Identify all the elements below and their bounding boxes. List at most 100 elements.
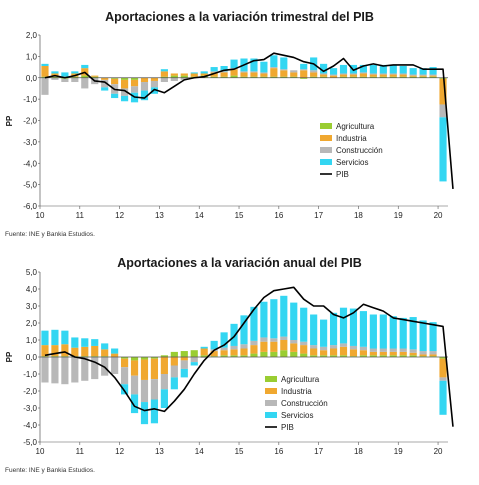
bar-agricultura [210, 76, 218, 78]
bar-industria [41, 345, 49, 357]
bar-construcción [220, 71, 228, 73]
bar-construcción [329, 74, 338, 76]
bar-industria [230, 69, 238, 76]
bar-servicios [61, 330, 69, 345]
legend-swatch-construcción [265, 400, 277, 406]
bar-servicios [101, 343, 109, 350]
bar-industria [190, 73, 198, 77]
bar-agricultura [429, 76, 437, 78]
bar-industria [379, 74, 387, 77]
bar-servicios [389, 64, 397, 74]
bar-construcción [270, 67, 278, 69]
bar-construcción [91, 357, 99, 380]
bar-industria [439, 78, 447, 105]
bar-servicios [329, 68, 338, 75]
bar-industria [200, 348, 208, 356]
bar-agricultura [91, 356, 99, 357]
bar-servicios [349, 308, 358, 346]
legend-swatch-industria [320, 135, 332, 141]
bar-servicios [51, 71, 59, 74]
bar-industria [429, 354, 437, 357]
bar-industria [419, 75, 427, 77]
bar-construcción [250, 340, 258, 346]
bar-servicios [399, 65, 407, 74]
bar-construcción [51, 77, 59, 80]
y-tick-label: -5,0 [23, 181, 37, 190]
bar-industria [101, 77, 109, 80]
bar-servicios [170, 377, 178, 390]
bar-industria [320, 350, 328, 356]
legend-label: Construcción [281, 399, 328, 408]
bar-servicios [121, 95, 129, 102]
bar-servicios [379, 314, 387, 349]
bar-agricultura [220, 355, 228, 357]
bar-servicios [310, 314, 318, 346]
bar-agricultura [399, 76, 407, 78]
bar-construcción [409, 74, 417, 76]
bar-servicios [419, 320, 427, 352]
x-tick-label: 14 [195, 447, 204, 456]
bar-agricultura [230, 355, 238, 357]
bar-servicios [419, 68, 427, 75]
bar-agricultura [81, 75, 89, 78]
bar-construcción [51, 357, 59, 384]
bar-agricultura [200, 355, 208, 357]
legend-swatch-servicios [320, 159, 332, 165]
bar-agricultura [180, 351, 188, 357]
bar-servicios [140, 402, 149, 425]
bar-agricultura [170, 351, 178, 357]
y-tick-label: 1,0 [26, 336, 38, 345]
bar-construcción [320, 73, 328, 75]
bar-industria [240, 348, 248, 356]
chart-title: Aportaciones a la variación anual del PI… [117, 256, 362, 270]
bar-servicios [290, 302, 298, 340]
bar-industria [130, 360, 139, 376]
bar-agricultura [320, 355, 328, 357]
bar-construcción [349, 345, 358, 350]
bar-servicios [260, 61, 268, 73]
bar-industria [111, 78, 119, 85]
bar-servicios [71, 71, 79, 74]
bar-agricultura [260, 76, 268, 78]
bar-industria [379, 351, 387, 356]
bar-servicios [81, 64, 89, 69]
bar-industria [250, 72, 258, 77]
bar-servicios [250, 306, 258, 341]
bar-construcción [349, 73, 358, 75]
bar-servicios [111, 93, 119, 99]
bar-construcción [180, 77, 188, 80]
bar-servicios [220, 65, 228, 72]
y-tick-label: 3,0 [26, 302, 38, 311]
bar-agricultura [121, 77, 129, 80]
bar-agricultura [71, 76, 79, 78]
y-axis-label: PP [5, 115, 14, 126]
bar-agricultura [101, 356, 109, 357]
bar-industria [290, 72, 298, 77]
bar-construcción [200, 357, 208, 358]
y-tick-label: -4,0 [23, 421, 37, 430]
bar-industria [349, 349, 358, 357]
bar-industria [160, 357, 168, 374]
bar-construcción [61, 78, 69, 83]
bar-agricultura [250, 353, 258, 357]
bar-agricultura [379, 76, 387, 78]
bar-industria [41, 65, 49, 77]
bar-agricultura [290, 76, 298, 78]
bar-agricultura [310, 355, 318, 357]
bar-servicios [300, 63, 308, 70]
bar-agricultura [280, 350, 288, 357]
bar-servicios [180, 368, 188, 378]
bar-industria [230, 349, 238, 356]
bar-industria [160, 71, 168, 77]
bar-servicios [429, 322, 437, 352]
bar-construcción [399, 73, 407, 75]
bar-industria [71, 347, 79, 357]
x-tick-label: 15 [235, 211, 244, 220]
legend-swatch-agricultura [320, 123, 332, 129]
chart-panel-anual: Aportaciones a la variación anual del PI… [0, 246, 479, 485]
bar-construcción [310, 70, 318, 73]
bar-industria [180, 73, 188, 76]
x-tick-label: 12 [115, 211, 124, 220]
y-tick-label: -3,0 [23, 404, 37, 413]
bar-construcción [250, 71, 258, 73]
